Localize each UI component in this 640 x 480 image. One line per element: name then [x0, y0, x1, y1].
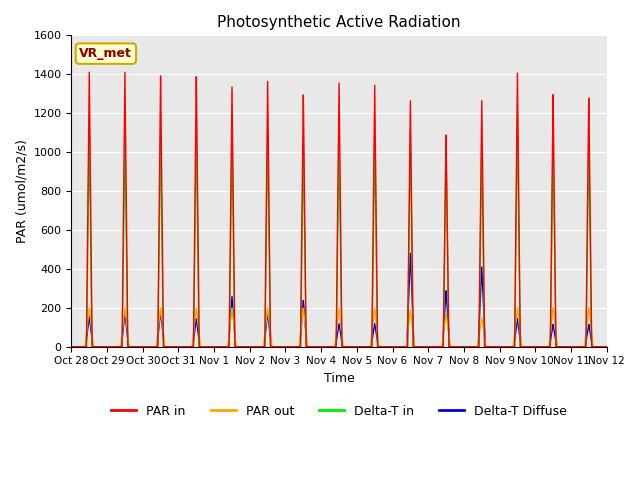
- X-axis label: Time: Time: [324, 372, 355, 385]
- Y-axis label: PAR (umol/m2/s): PAR (umol/m2/s): [15, 139, 28, 243]
- Legend: PAR in, PAR out, Delta-T in, Delta-T Diffuse: PAR in, PAR out, Delta-T in, Delta-T Dif…: [106, 400, 572, 423]
- Title: Photosynthetic Active Radiation: Photosynthetic Active Radiation: [217, 15, 461, 30]
- Text: VR_met: VR_met: [79, 47, 132, 60]
